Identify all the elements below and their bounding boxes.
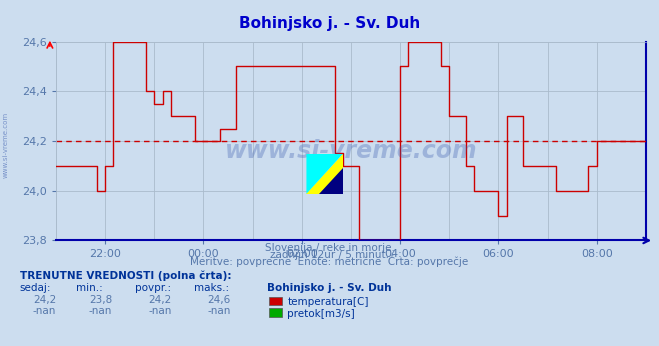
Text: -nan: -nan xyxy=(33,306,56,316)
Text: temperatura[C]: temperatura[C] xyxy=(287,298,369,307)
Text: www.si-vreme.com: www.si-vreme.com xyxy=(225,139,477,163)
Text: 24,6: 24,6 xyxy=(208,295,231,305)
Text: Slovenija / reke in morje.: Slovenija / reke in morje. xyxy=(264,243,395,253)
Text: min.:: min.: xyxy=(76,283,103,293)
Text: Bohinjsko j. - Sv. Duh: Bohinjsko j. - Sv. Duh xyxy=(267,283,391,293)
Polygon shape xyxy=(306,154,343,194)
Text: povpr.:: povpr.: xyxy=(135,283,171,293)
Polygon shape xyxy=(306,154,343,194)
Text: Bohinjsko j. - Sv. Duh: Bohinjsko j. - Sv. Duh xyxy=(239,16,420,30)
Text: TRENUTNE VREDNOSTI (polna črta):: TRENUTNE VREDNOSTI (polna črta): xyxy=(20,270,231,281)
Text: sedaj:: sedaj: xyxy=(20,283,51,293)
Text: 24,2: 24,2 xyxy=(33,295,56,305)
Text: -nan: -nan xyxy=(148,306,171,316)
Polygon shape xyxy=(319,168,343,194)
Text: 23,8: 23,8 xyxy=(89,295,112,305)
Text: -nan: -nan xyxy=(208,306,231,316)
Text: -nan: -nan xyxy=(89,306,112,316)
Text: zadnjih 12ur / 5 minut.: zadnjih 12ur / 5 minut. xyxy=(270,250,389,260)
Text: maks.:: maks.: xyxy=(194,283,229,293)
Text: pretok[m3/s]: pretok[m3/s] xyxy=(287,309,355,319)
Text: www.si-vreme.com: www.si-vreme.com xyxy=(2,112,9,179)
Text: 24,2: 24,2 xyxy=(148,295,171,305)
Text: Meritve: povprečne  Enote: metrične  Črta: povprečje: Meritve: povprečne Enote: metrične Črta:… xyxy=(190,255,469,267)
